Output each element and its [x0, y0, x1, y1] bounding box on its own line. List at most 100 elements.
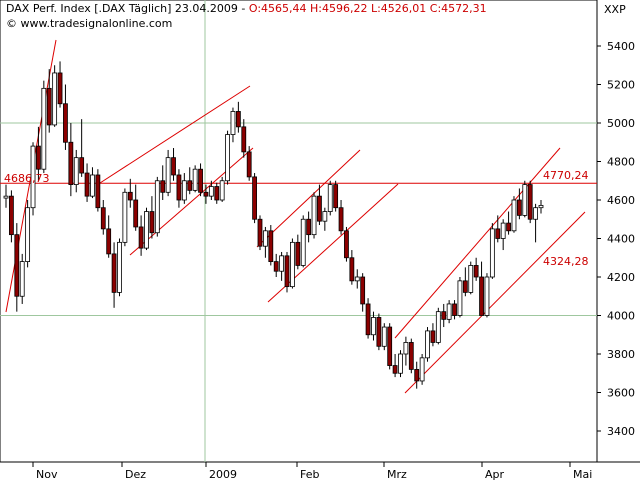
candle-body: [9, 195, 14, 236]
candle-body: [90, 174, 95, 197]
y-axis: 3400 3600 3800 4000 4200 4400 4600 4800 5000 5200…: [597, 40, 635, 438]
candle: [403, 336, 409, 366]
x-tick-label-Nov: Nov: [36, 468, 58, 480]
trend-line-6: [394, 147, 561, 339]
candle-body: [290, 241, 295, 288]
candle-body: [252, 176, 257, 220]
candle: [262, 226, 268, 258]
candle: [371, 311, 376, 341]
candle: [111, 242, 117, 308]
candles: [3, 61, 544, 389]
candle: [489, 223, 495, 279]
candle: [419, 354, 425, 385]
candle: [349, 250, 355, 285]
candle: [360, 273, 366, 312]
candle-body: [138, 226, 144, 249]
candle-body: [241, 126, 247, 153]
instrument-info-prefix: DAX Perf. Index [.DAX Täglich] 23.04.200…: [6, 2, 249, 15]
symbol-label: XXP: [604, 3, 626, 16]
candle-body: [68, 141, 74, 185]
candle: [241, 119, 247, 158]
candle: [381, 323, 387, 351]
upper-channel-annotation: 4770,24: [543, 169, 589, 182]
candle: [430, 323, 436, 347]
candle: [203, 184, 209, 204]
candle-body: [392, 365, 398, 374]
candle-body: [111, 253, 117, 293]
x-tick-label-Mai: Mai: [573, 468, 592, 480]
candle: [452, 300, 457, 320]
candle: [376, 313, 382, 351]
ohlc-values: O:4565,44 H:4596,22 L:4526,01 C:4572,31: [248, 2, 487, 15]
candle-body: [203, 191, 209, 197]
candle: [365, 298, 371, 339]
candle-body: [46, 87, 52, 126]
candle: [398, 350, 403, 378]
candle: [333, 180, 339, 212]
candle: [257, 215, 263, 251]
candle: [317, 184, 322, 226]
candle: [214, 182, 220, 204]
candle-body: [284, 255, 290, 288]
candle-body: [441, 311, 447, 320]
candle: [41, 80, 47, 174]
candle: [414, 361, 420, 389]
candle-body: [311, 195, 317, 236]
candle: [19, 253, 25, 304]
candle-body: [133, 199, 139, 228]
candle: [473, 257, 479, 281]
candle: [63, 84, 68, 150]
candle: [484, 273, 490, 318]
candle-body: [527, 184, 533, 220]
y-tick-label-4600: 4600: [607, 194, 635, 207]
candle-body: [414, 368, 420, 382]
candle: [533, 203, 538, 243]
candle: [295, 234, 301, 270]
y-tick-label-3600: 3600: [607, 387, 635, 400]
candle-body: [122, 191, 128, 243]
candle-body: [338, 207, 344, 232]
candle-body: [333, 184, 339, 209]
candle: [338, 200, 344, 235]
candle: [284, 251, 290, 293]
candle-body: [19, 261, 25, 297]
candle: [100, 200, 106, 235]
candle-body: [387, 326, 393, 366]
candle: [149, 196, 155, 239]
candle: [52, 65, 58, 127]
candle: [462, 267, 468, 297]
candle: [30, 142, 36, 216]
candle: [106, 215, 112, 258]
candle: [273, 253, 279, 277]
candle-body: [371, 317, 376, 336]
candle: [506, 211, 511, 235]
candle: [122, 188, 128, 247]
candle: [500, 219, 506, 251]
candle: [225, 130, 230, 185]
trend-line-3: [129, 147, 254, 256]
candle: [252, 173, 257, 224]
candle: [25, 200, 31, 268]
candle-body: [398, 353, 403, 374]
candle: [441, 303, 447, 328]
candle: [176, 169, 182, 208]
candle-body: [198, 168, 203, 193]
candle: [84, 163, 90, 202]
candle-body: [468, 265, 474, 293]
x-tick-label-Apr: Apr: [485, 468, 505, 480]
candle: [117, 238, 122, 297]
candle-body: [268, 230, 274, 263]
candle-body: [235, 111, 241, 128]
candle: [192, 165, 198, 193]
candle-body: [360, 276, 366, 305]
candle-body: [52, 72, 58, 126]
trend-line-4: [256, 149, 361, 248]
candle-body: [14, 234, 20, 297]
candle-body: [165, 157, 171, 193]
y-tick-label-5400: 5400: [607, 40, 635, 53]
candle-body: [214, 186, 220, 201]
candle-body: [435, 311, 441, 343]
grid: [0, 0, 597, 462]
candle: [425, 327, 430, 362]
y-tick-label-3800: 3800: [607, 348, 635, 361]
